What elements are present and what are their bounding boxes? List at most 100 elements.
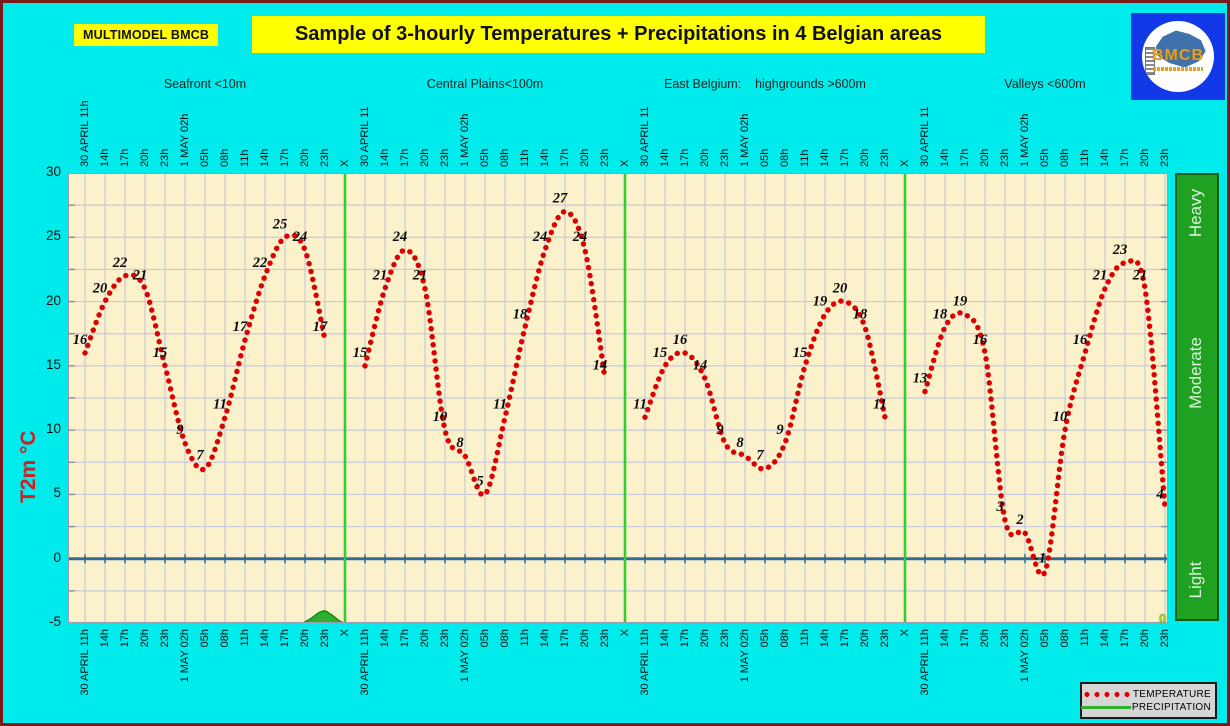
model-badge: MULTIMODEL BMCB: [74, 24, 219, 46]
x-axis-label: 17h: [279, 148, 291, 167]
x-axis-label: 30 APRIL 11h: [639, 629, 651, 696]
temperature-value-label: 2: [1015, 512, 1023, 528]
x-axis-label: 05h: [199, 629, 211, 648]
y-axis-tick-label: 25: [45, 228, 61, 244]
temperature-value-label: 20: [832, 281, 848, 297]
temperature-value-label: 17: [313, 319, 328, 335]
temperature-value-label: 27: [552, 191, 568, 207]
x-axis-label: 17h: [1119, 629, 1131, 648]
y-axis-tick-label: 15: [45, 356, 61, 372]
x-axis-label: 20h: [419, 629, 431, 648]
x-axis-label: 23h: [999, 148, 1011, 167]
x-axis-label: X: [899, 629, 911, 637]
temperature-value-label: 9: [716, 422, 723, 438]
temperature-value-label: 11: [493, 396, 507, 412]
x-axis-label: 05h: [479, 148, 491, 167]
x-axis-label: 05h: [759, 629, 771, 648]
temperature-value-label: 18: [933, 306, 948, 322]
temperature-value-label: 7: [196, 448, 204, 464]
x-axis-label: 05h: [1039, 148, 1051, 167]
precip-scale-heavy: Heavy: [1186, 188, 1205, 238]
x-axis-label: 1 MAY 02h: [739, 113, 751, 167]
panel-header: Valleys <600m: [1004, 77, 1086, 91]
temperature-value-label: 14: [693, 358, 708, 374]
x-axis-label: 11h: [519, 629, 531, 647]
x-axis-label: 1 MAY 02h: [179, 629, 191, 683]
temperature-series: [642, 298, 888, 472]
temperature-value-label: 10: [1053, 409, 1068, 425]
temperature-value-label: 24: [532, 229, 548, 245]
y-axis-tick-label: 30: [45, 164, 61, 179]
temperature-value-label: 13: [913, 371, 928, 387]
x-axis-label: 1 MAY 02h: [1019, 629, 1031, 683]
x-axis-label: 20h: [139, 629, 151, 648]
x-axis-label: 23h: [879, 148, 891, 167]
x-axis-label: 14h: [259, 148, 271, 167]
x-axis-label: 20h: [699, 629, 711, 648]
x-axis-label: 14h: [819, 629, 831, 648]
temperature-value-label: 21: [1132, 268, 1148, 284]
precipitation-swatch-icon: [1080, 705, 1131, 709]
x-axis-label: 08h: [1059, 148, 1071, 167]
x-axis-label: 20h: [579, 148, 591, 167]
temperature-value-label: 9: [776, 422, 783, 438]
x-axis-label: 14h: [1099, 148, 1111, 167]
x-axis-label: 17h: [399, 148, 411, 167]
x-axis-label: 20h: [979, 148, 991, 167]
temperature-value-label: 3: [995, 499, 1003, 515]
x-axis-label: X: [619, 159, 631, 167]
precipitation-intensity-bar: [1175, 173, 1219, 621]
x-axis-label: 11h: [799, 629, 811, 647]
x-axis-label: 08h: [779, 148, 791, 167]
plot-border: [68, 173, 1168, 623]
x-axis-label: 11h: [1079, 149, 1091, 167]
temperature-value-label: 24: [392, 229, 408, 245]
x-axis-label: 23h: [599, 629, 611, 648]
x-axis-label: 23h: [439, 148, 451, 167]
x-axis-label: 23h: [719, 629, 731, 648]
x-axis-label: 17h: [119, 148, 131, 167]
x-axis-label: 20h: [299, 148, 311, 167]
temperature-value-label: 21: [132, 268, 148, 284]
temperature-value-label: 8: [456, 435, 464, 451]
temperature-value-label: -1: [1034, 551, 1046, 567]
precipitation-area: [302, 610, 345, 623]
x-axis-label: 20h: [419, 148, 431, 167]
x-axis-label: 20h: [1139, 629, 1151, 648]
precip-scale-moderate: Moderate: [1186, 337, 1205, 409]
temperature-series: [922, 257, 1168, 578]
x-axis-label: 23h: [159, 629, 171, 648]
x-axis-label: 23h: [1159, 629, 1171, 648]
x-axis-label: 14h: [99, 148, 111, 167]
y-axis-tick-label: 10: [45, 421, 61, 437]
temperature-value-label: 16: [1073, 332, 1088, 348]
logo-scale-icon: [1145, 47, 1155, 75]
x-axis-label: X: [899, 159, 911, 167]
precip-scale-zero: 0: [1159, 611, 1167, 626]
x-axis-label: 20h: [299, 629, 311, 648]
x-axis-label: 17h: [559, 629, 571, 648]
temperature-value-label: 19: [953, 293, 968, 309]
temperature-value-label: 18: [513, 306, 528, 322]
logo-subtext-stripe: [1153, 67, 1203, 71]
x-axis-label: 20h: [859, 629, 871, 648]
temperature-value-label: 10: [433, 409, 448, 425]
x-axis-label: 14h: [659, 148, 671, 167]
temperature-value-label: 7: [756, 448, 764, 464]
x-axis-label: 14h: [819, 148, 831, 167]
temperature-value-label: 21: [1092, 268, 1108, 284]
legend-temperature-label: TEMPERATURE: [1132, 688, 1211, 700]
x-axis-label: 17h: [399, 629, 411, 648]
temperature-value-label: 15: [353, 345, 368, 361]
x-axis-label: 08h: [779, 629, 791, 648]
x-axis-label: 14h: [99, 629, 111, 648]
x-axis-label: 30 APRIL 11h: [79, 100, 91, 167]
x-axis-label: 30 APRIL 11: [919, 106, 931, 167]
x-axis-label: 14h: [539, 629, 551, 648]
y-axis-tick-label: -5: [48, 614, 61, 629]
x-axis-label: 05h: [199, 148, 211, 167]
legend-precipitation-row: PRECIPITATION: [1080, 702, 1211, 713]
x-axis-label: 20h: [1139, 148, 1151, 167]
temperature-value-label: 15: [153, 345, 168, 361]
